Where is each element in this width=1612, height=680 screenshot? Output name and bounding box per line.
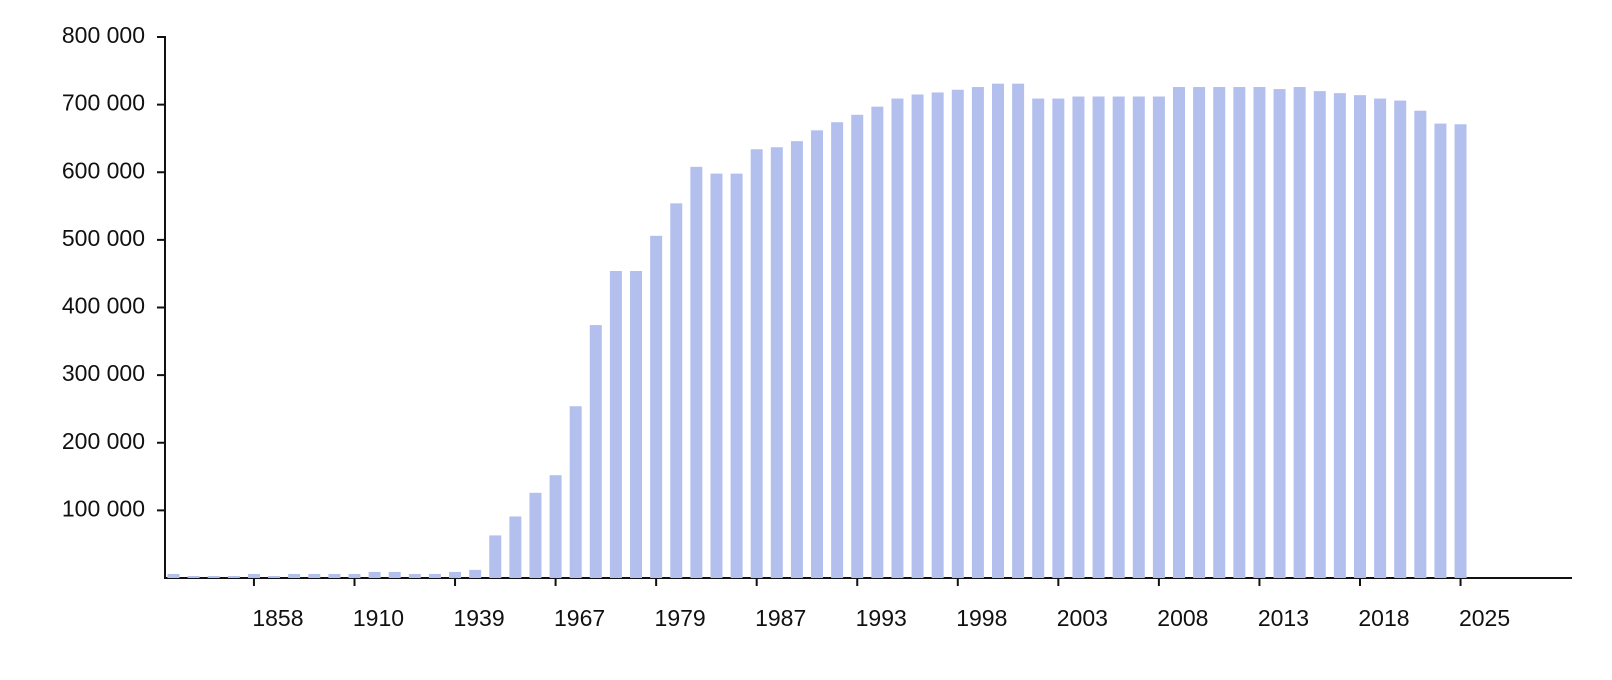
y-tick-label: 100 000: [62, 495, 145, 521]
bar: [1454, 124, 1467, 578]
bar: [851, 114, 864, 579]
y-tick-label: 500 000: [62, 225, 145, 251]
bar: [790, 141, 803, 578]
bar: [1072, 96, 1085, 578]
bar: [509, 516, 522, 578]
bar: [449, 571, 462, 578]
bar: [569, 406, 582, 578]
bar: [308, 573, 321, 578]
bar: [1313, 91, 1326, 578]
bar: [489, 535, 502, 578]
bar: [650, 235, 663, 578]
bar: [1112, 96, 1125, 578]
y-tick-label: 600 000: [62, 157, 145, 183]
x-tick-label: 1939: [453, 605, 504, 631]
bar: [1233, 87, 1246, 578]
y-tick-label: 200 000: [62, 428, 145, 454]
bar: [992, 83, 1005, 578]
bar: [227, 575, 240, 578]
bar: [388, 571, 401, 578]
bar: [1152, 96, 1165, 578]
bar: [1012, 83, 1025, 578]
bar: [529, 492, 542, 578]
y-tick-label: 300 000: [62, 360, 145, 386]
bar: [187, 575, 200, 578]
bar: [609, 270, 622, 578]
bar: [1032, 98, 1045, 578]
bar: [1173, 87, 1185, 578]
x-tick-label: 2025: [1459, 605, 1510, 631]
bar: [1293, 87, 1306, 578]
bar: [368, 571, 381, 578]
bar: [690, 166, 703, 578]
bar: [408, 573, 421, 578]
bar: [1132, 96, 1145, 578]
bar: [589, 325, 602, 578]
bar: [1273, 89, 1286, 578]
bar: [1353, 95, 1366, 578]
bar: [831, 122, 844, 579]
bar: [1333, 93, 1346, 578]
bar: [348, 573, 361, 578]
bar: [911, 94, 924, 578]
bar: [328, 573, 341, 578]
bar: [1434, 123, 1447, 578]
x-tick-label: 1967: [554, 605, 605, 631]
bar: [750, 149, 763, 578]
bar: [268, 575, 281, 578]
bar: [811, 130, 824, 578]
bar: [1253, 87, 1266, 578]
bar: [670, 203, 683, 579]
bar: [1092, 96, 1105, 578]
x-tick-label: 1987: [755, 605, 806, 631]
bar: [247, 573, 260, 578]
bar: [891, 98, 904, 578]
bar: [1414, 110, 1427, 579]
bar: [1374, 98, 1387, 578]
x-tick-label: 1858: [252, 605, 303, 631]
bar: [288, 573, 301, 578]
bar: [1213, 87, 1226, 578]
x-tick-label: 2008: [1157, 605, 1208, 631]
bar: [871, 106, 884, 578]
bar: [428, 573, 441, 578]
bar: [951, 89, 964, 578]
x-tick-label: 2013: [1258, 605, 1309, 631]
bar: [971, 87, 984, 578]
x-tick-label: 1979: [655, 605, 706, 631]
y-tick-label: 400 000: [62, 293, 145, 319]
bar: [469, 569, 482, 578]
x-tick-label: 1993: [856, 605, 907, 631]
bar: [931, 92, 944, 578]
x-tick-label: 2018: [1358, 605, 1409, 631]
bar: [207, 575, 220, 578]
bar: [1394, 100, 1407, 578]
bar: [549, 475, 562, 578]
y-tick-label: 800 000: [62, 22, 145, 48]
bar: [770, 147, 783, 578]
bar: [1052, 98, 1065, 578]
x-tick-label: 1910: [353, 605, 404, 631]
bar: [630, 270, 643, 578]
bar: [1193, 87, 1206, 578]
bar: [730, 173, 743, 579]
bar: [710, 173, 723, 579]
y-tick-label: 700 000: [62, 90, 145, 116]
bar: [167, 573, 180, 578]
x-tick-label: 2003: [1057, 605, 1108, 631]
x-tick-label: 1998: [956, 605, 1007, 631]
